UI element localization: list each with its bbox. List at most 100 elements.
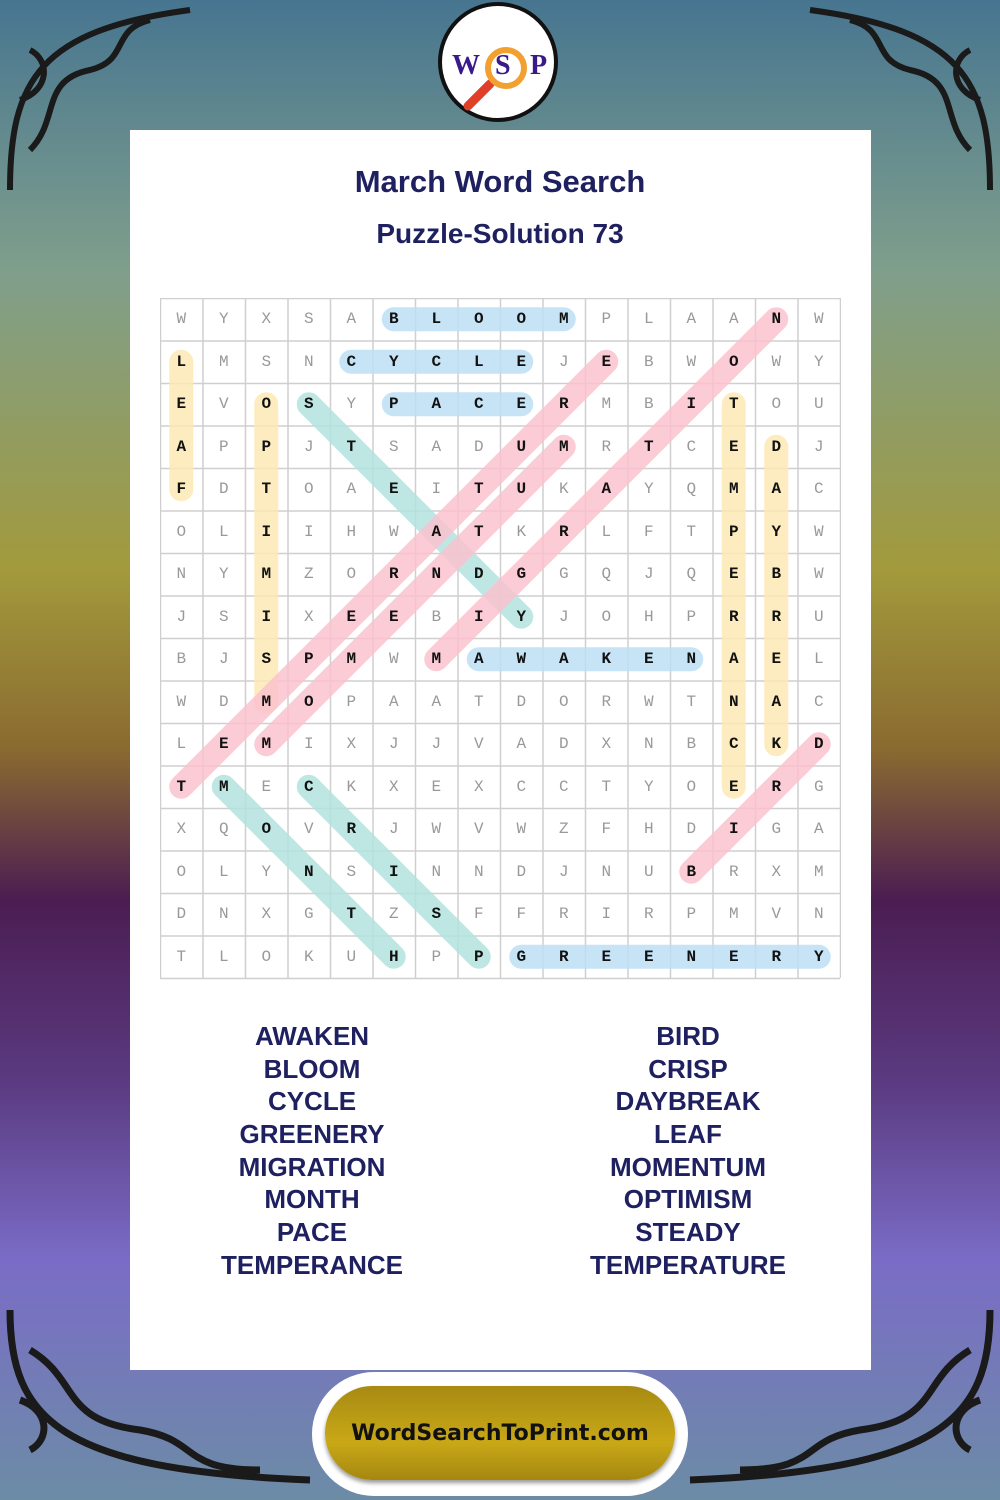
grid-cell[interactable]: M — [218, 352, 229, 371]
grid-cell[interactable]: J — [813, 437, 824, 456]
grid-cell[interactable]: O — [601, 607, 612, 626]
grid-cell[interactable]: T — [686, 522, 697, 541]
grid-cell[interactable]: A — [431, 522, 442, 541]
grid-cell[interactable]: L — [218, 862, 229, 881]
grid-cell[interactable]: P — [686, 905, 697, 924]
grid-cell[interactable]: J — [558, 352, 569, 371]
grid-cell[interactable]: L — [176, 352, 187, 371]
grid-cell[interactable]: R — [558, 395, 569, 414]
grid-cell[interactable]: Q — [686, 565, 697, 584]
grid-cell[interactable]: A — [771, 692, 782, 711]
grid-cell[interactable]: O — [771, 395, 782, 414]
grid-cell[interactable]: J — [558, 862, 569, 881]
grid-cell[interactable]: M — [728, 480, 739, 499]
grid-cell[interactable]: K — [346, 777, 357, 796]
grid-cell[interactable]: O — [346, 565, 357, 584]
grid-cell[interactable]: I — [303, 735, 314, 754]
grid-cell[interactable]: X — [473, 777, 484, 796]
grid-cell[interactable]: I — [303, 522, 314, 541]
grid-cell[interactable]: J — [388, 735, 399, 754]
grid-cell[interactable]: L — [431, 310, 442, 329]
grid-cell[interactable]: A — [728, 310, 739, 329]
grid-cell[interactable]: R — [728, 607, 739, 626]
grid-cell[interactable]: Q — [601, 565, 612, 584]
grid-cell[interactable]: X — [601, 735, 612, 754]
grid-cell[interactable]: C — [346, 352, 357, 371]
grid-cell[interactable]: G — [516, 565, 527, 584]
grid-cell[interactable]: W — [176, 692, 187, 711]
grid-cell[interactable]: N — [771, 310, 782, 329]
grid-cell[interactable]: D — [473, 437, 484, 456]
grid-cell[interactable]: D — [218, 480, 229, 499]
grid-cell[interactable]: N — [431, 565, 442, 584]
grid-cell[interactable]: N — [176, 565, 187, 584]
grid-cell[interactable]: K — [516, 522, 527, 541]
grid-cell[interactable]: T — [176, 947, 187, 966]
grid-cell[interactable]: E — [601, 352, 612, 371]
grid-cell[interactable]: R — [558, 522, 569, 541]
grid-cell[interactable]: U — [643, 862, 654, 881]
grid-cell[interactable]: N — [218, 905, 229, 924]
grid-cell[interactable]: M — [558, 310, 569, 329]
grid-cell[interactable]: A — [431, 437, 442, 456]
grid-cell[interactable]: Y — [813, 947, 824, 966]
grid-cell[interactable]: E — [728, 777, 739, 796]
grid-cell[interactable]: S — [261, 352, 272, 371]
grid-cell[interactable]: U — [516, 437, 527, 456]
grid-cell[interactable]: C — [303, 777, 314, 796]
grid-cell[interactable]: M — [261, 692, 272, 711]
grid-cell[interactable]: X — [176, 820, 187, 839]
grid-cell[interactable]: T — [473, 692, 484, 711]
grid-cell[interactable]: L — [218, 947, 229, 966]
grid-cell[interactable]: S — [388, 437, 399, 456]
grid-cell[interactable]: A — [516, 735, 527, 754]
grid-cell[interactable]: W — [431, 820, 442, 839]
grid-cell[interactable]: V — [771, 905, 782, 924]
grid-cell[interactable]: L — [601, 522, 612, 541]
grid-cell[interactable]: O — [261, 820, 272, 839]
grid-cell[interactable]: B — [176, 650, 187, 669]
grid-cell[interactable]: J — [388, 820, 399, 839]
grid-cell[interactable]: A — [813, 820, 824, 839]
grid-cell[interactable]: Y — [261, 862, 272, 881]
grid-cell[interactable]: D — [686, 820, 697, 839]
grid-cell[interactable]: D — [771, 437, 782, 456]
grid-cell[interactable]: Y — [643, 480, 654, 499]
grid-cell[interactable]: I — [261, 522, 272, 541]
grid-cell[interactable]: I — [686, 395, 697, 414]
grid-cell[interactable]: E — [728, 437, 739, 456]
grid-cell[interactable]: T — [346, 437, 357, 456]
grid-cell[interactable]: V — [473, 820, 484, 839]
grid-cell[interactable]: C — [813, 692, 824, 711]
grid-cell[interactable]: F — [473, 905, 484, 924]
grid-cell[interactable]: Q — [218, 820, 229, 839]
grid-cell[interactable]: O — [261, 947, 272, 966]
grid-cell[interactable]: E — [771, 650, 782, 669]
grid-cell[interactable]: O — [303, 692, 314, 711]
grid-cell[interactable]: U — [813, 607, 824, 626]
grid-cell[interactable]: O — [686, 777, 697, 796]
grid-cell[interactable]: E — [431, 777, 442, 796]
grid-cell[interactable]: E — [643, 650, 654, 669]
grid-cell[interactable]: S — [303, 395, 314, 414]
grid-cell[interactable]: R — [643, 905, 654, 924]
grid-cell[interactable]: C — [431, 352, 442, 371]
grid-cell[interactable]: T — [473, 480, 484, 499]
grid-cell[interactable]: R — [346, 820, 357, 839]
grid-cell[interactable]: P — [218, 437, 229, 456]
grid-cell[interactable]: F — [601, 820, 612, 839]
grid-cell[interactable]: V — [473, 735, 484, 754]
grid-cell[interactable]: P — [473, 947, 484, 966]
grid-cell[interactable]: F — [516, 905, 527, 924]
grid-cell[interactable]: N — [303, 352, 314, 371]
grid-cell[interactable]: D — [813, 735, 824, 754]
grid-cell[interactable]: A — [601, 480, 612, 499]
grid-cell[interactable]: K — [558, 480, 569, 499]
grid-cell[interactable]: I — [601, 905, 612, 924]
grid-cell[interactable]: A — [473, 650, 484, 669]
grid-cell[interactable]: M — [728, 905, 739, 924]
grid-cell[interactable]: W — [388, 650, 399, 669]
grid-cell[interactable]: J — [643, 565, 654, 584]
grid-cell[interactable]: T — [473, 522, 484, 541]
grid-cell[interactable]: N — [601, 862, 612, 881]
